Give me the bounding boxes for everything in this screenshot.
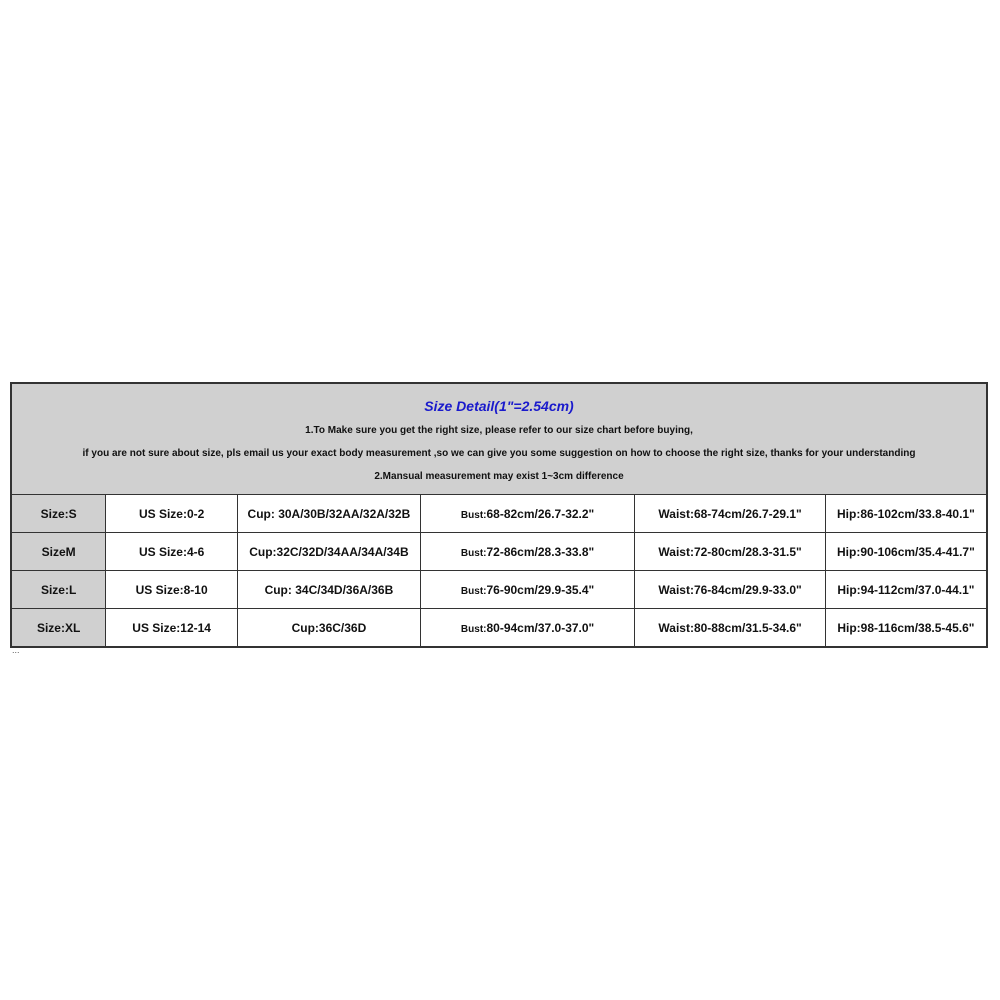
table-row: Size:S US Size:0-2 Cup: 30A/30B/32AA/32A… [10, 494, 988, 533]
bust-label: Bust: [460, 585, 487, 597]
size-chart-table: Size Detail(1"=2.54cm) 1.To Make sure yo… [10, 382, 988, 648]
bust-cell: Bust:68-82cm/26.7-32.2" [419, 494, 636, 533]
note-3: 2.Mansual measurement may exist 1~3cm di… [374, 471, 624, 482]
cup-cell: Cup: 30A/30B/32AA/32A/32B [236, 494, 421, 533]
size-chart-header: Size Detail(1"=2.54cm) 1.To Make sure yo… [10, 382, 988, 495]
us-size-cell: US Size:12-14 [105, 608, 238, 648]
us-size-cell: US Size:0-2 [105, 494, 238, 533]
size-cell: SizeM [10, 532, 107, 571]
us-size-cell: US Size:8-10 [105, 570, 238, 609]
waist-cell: Waist:76-84cm/29.9-33.0" [634, 570, 826, 609]
size-cell: Size:XL [10, 608, 107, 648]
cup-cell: Cup:36C/36D [236, 608, 421, 648]
note-2: if you are not sure about size, pls emai… [82, 448, 916, 459]
bust-value: 72-86cm/28.3-33.8" [486, 544, 595, 559]
waist-cell: Waist:80-88cm/31.5-34.6" [634, 608, 826, 648]
hip-cell: Hip:94-112cm/37.0-44.1" [824, 570, 988, 609]
cup-cell: Cup: 34C/34D/36A/36B [236, 570, 421, 609]
table-row: Size:L US Size:8-10 Cup: 34C/34D/36A/36B… [10, 570, 988, 609]
table-row: Size:XL US Size:12-14 Cup:36C/36D Bust:8… [10, 608, 988, 648]
waist-cell: Waist:68-74cm/26.7-29.1" [634, 494, 826, 533]
bust-value: 76-90cm/29.9-35.4" [486, 582, 595, 597]
table-row: SizeM US Size:4-6 Cup:32C/32D/34AA/34A/3… [10, 532, 988, 571]
bust-label: Bust: [460, 623, 487, 635]
hip-cell: Hip:98-116cm/38.5-45.6" [824, 608, 988, 648]
bust-value: 68-82cm/26.7-32.2" [486, 506, 595, 521]
cup-cell: Cup:32C/32D/34AA/34A/34B [236, 532, 421, 571]
bust-cell: Bust:76-90cm/29.9-35.4" [419, 570, 636, 609]
bust-label: Bust: [460, 547, 487, 559]
us-size-cell: US Size:4-6 [105, 532, 238, 571]
size-cell: Size:S [10, 494, 107, 533]
bust-cell: Bust:72-86cm/28.3-33.8" [419, 532, 636, 571]
size-cell: Size:L [10, 570, 107, 609]
note-1: 1.To Make sure you get the right size, p… [305, 425, 693, 436]
footer-dots: ... [12, 645, 20, 655]
waist-cell: Waist:72-80cm/28.3-31.5" [634, 532, 826, 571]
hip-cell: Hip:86-102cm/33.8-40.1" [824, 494, 988, 533]
hip-cell: Hip:90-106cm/35.4-41.7" [824, 532, 988, 571]
bust-cell: Bust:80-94cm/37.0-37.0" [419, 608, 636, 648]
bust-label: Bust: [460, 509, 487, 521]
chart-title: Size Detail(1"=2.54cm) [424, 398, 574, 414]
bust-value: 80-94cm/37.0-37.0" [486, 620, 595, 635]
